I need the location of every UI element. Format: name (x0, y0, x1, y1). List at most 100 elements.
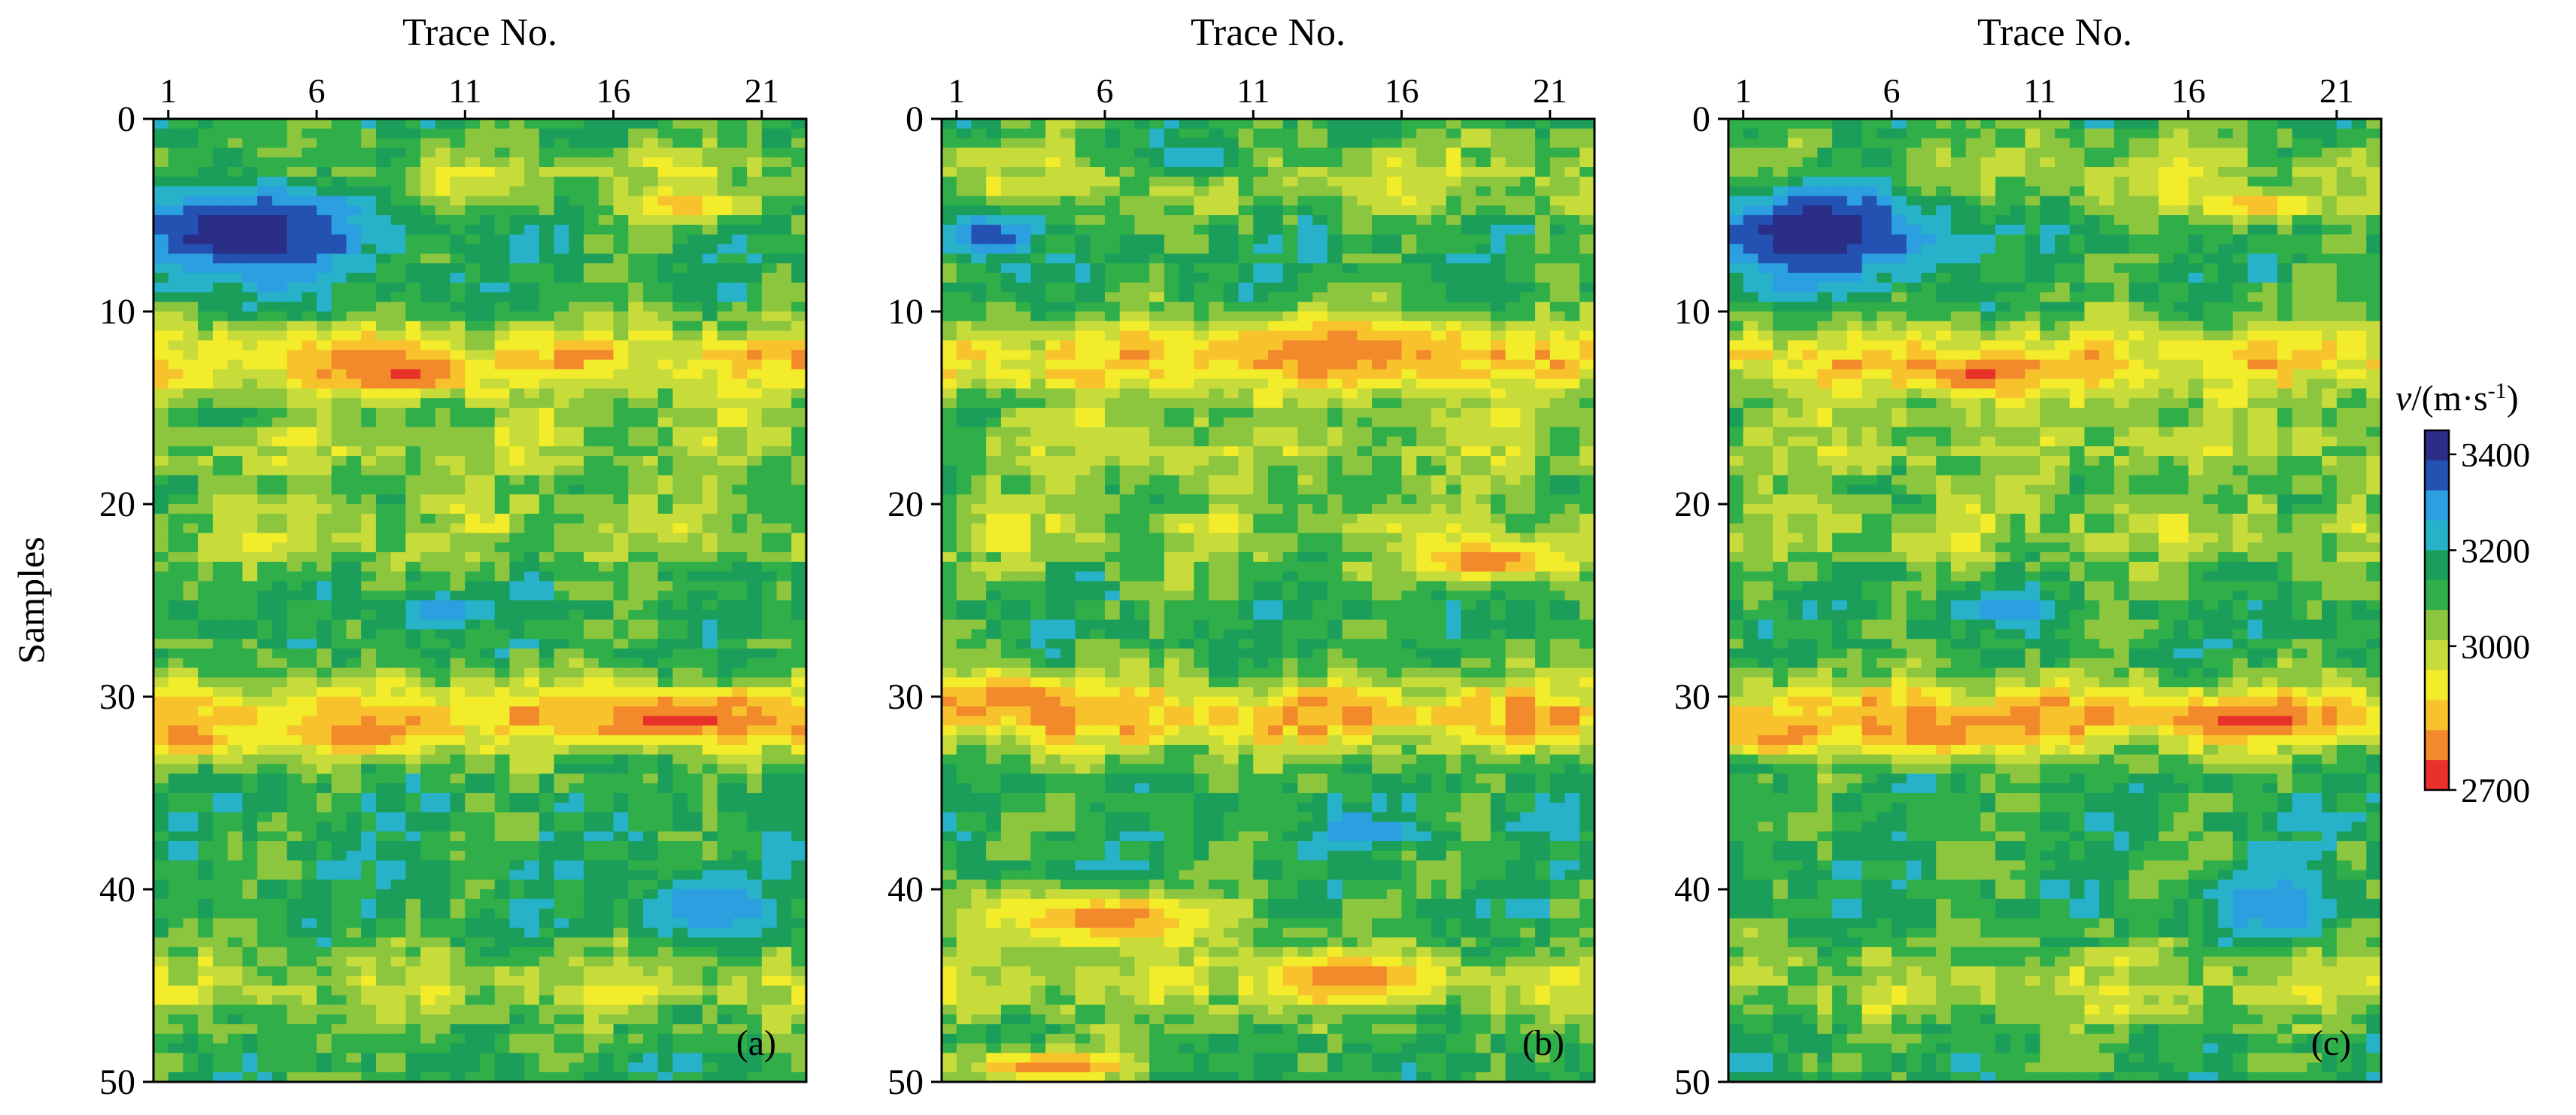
heatmap-cell (717, 485, 733, 495)
heatmap-cell (420, 282, 436, 293)
heatmap-cell (272, 1062, 288, 1073)
heatmap-cell (971, 715, 987, 726)
heatmap-cell (628, 147, 644, 158)
heatmap-cell (168, 735, 184, 746)
heatmap-cell (302, 523, 317, 533)
heatmap-cell (643, 427, 659, 437)
heatmap-cell (242, 224, 258, 235)
heatmap-cell (1015, 128, 1031, 139)
heatmap-cell (509, 456, 525, 466)
heatmap-cell (450, 581, 466, 591)
heatmap-cell (717, 282, 733, 293)
heatmap-cell (272, 802, 288, 813)
heatmap-cell (717, 311, 733, 322)
heatmap-cell (420, 831, 436, 842)
heatmap-cell (687, 1043, 703, 1054)
heatmap-cell (687, 340, 703, 351)
heatmap-cell (986, 350, 1002, 360)
heatmap-cell (317, 234, 332, 245)
heatmap-cell (435, 176, 451, 187)
heatmap-cell (584, 591, 599, 601)
heatmap-cell (346, 870, 362, 880)
heatmap-cell (390, 378, 406, 389)
heatmap-cell (302, 889, 317, 900)
heatmap-cell (986, 1004, 1002, 1015)
heatmap-cell (554, 976, 569, 986)
heatmap-cell (317, 946, 332, 958)
heatmap-cell (628, 369, 644, 380)
heatmap-cell (702, 745, 718, 755)
heatmap-cell (702, 629, 718, 640)
heatmap-cell (702, 715, 718, 726)
heatmap-cell (317, 956, 332, 967)
heatmap-cell (227, 128, 243, 139)
heatmap-cell (317, 417, 332, 428)
heatmap-cell (375, 908, 392, 919)
heatmap-cell (598, 485, 614, 495)
heatmap-cell (331, 658, 347, 669)
heatmap-cell (509, 1014, 525, 1025)
heatmap-cell (956, 446, 972, 457)
heatmap-cell (672, 1034, 688, 1044)
heatmap-cell (242, 735, 258, 746)
heatmap-cell (153, 215, 169, 226)
heatmap-cell (168, 119, 184, 129)
heatmap-cell (702, 552, 718, 563)
heatmap-cell (212, 773, 229, 784)
heatmap-cell (302, 880, 317, 890)
heatmap-cell (986, 783, 1002, 794)
heatmap-cell (287, 639, 302, 649)
heatmap-cell (302, 456, 317, 466)
heatmap-cell (257, 186, 273, 196)
heatmap-cell (747, 224, 763, 235)
heatmap-cell (435, 186, 451, 196)
heatmap-cell (956, 504, 972, 515)
heatmap-cell (613, 889, 629, 900)
heatmap-cell (986, 552, 1002, 563)
heatmap-cell (287, 822, 302, 832)
heatmap-cell (420, 591, 436, 601)
heatmap-cell (183, 898, 199, 910)
heatmap-cell (198, 619, 214, 630)
heatmap-cell (1000, 321, 1017, 332)
heatmap-cell (569, 880, 584, 890)
heatmap-cell (331, 272, 347, 284)
heatmap-cell (643, 658, 659, 669)
heatmap-cell (584, 928, 599, 938)
heatmap-cell (257, 360, 273, 370)
heatmap-cell (361, 138, 377, 148)
heatmap-cell (956, 946, 972, 958)
heatmap-cell (480, 494, 496, 505)
heatmap-cell (687, 591, 703, 601)
heatmap-cell (761, 321, 778, 332)
heatmap-cell (598, 263, 614, 274)
heatmap-cell (761, 128, 778, 139)
heatmap-cell (1015, 542, 1031, 553)
heatmap-cell (287, 350, 302, 360)
heatmap-cell (657, 1062, 674, 1073)
heatmap-cell (420, 880, 436, 890)
heatmap-cell (628, 186, 644, 196)
heatmap-cell (331, 157, 347, 168)
heatmap-cell (302, 533, 317, 543)
heatmap-cell (272, 475, 288, 485)
heatmap-cell (971, 860, 987, 870)
heatmap-cell (331, 561, 347, 573)
heatmap-cell (732, 735, 748, 746)
heatmap-cell (420, 427, 436, 437)
heatmap-cell (317, 677, 332, 688)
heatmap-cell (628, 822, 644, 832)
heatmap-cell (761, 504, 778, 515)
heatmap-cell (1000, 1004, 1017, 1015)
heatmap-cell (672, 513, 688, 524)
heatmap-cell (672, 831, 688, 842)
heatmap-cell (183, 167, 199, 178)
heatmap-cell (257, 1014, 273, 1025)
heatmap-cell (361, 224, 377, 235)
heatmap-cell (302, 754, 317, 765)
heatmap-cell (420, 609, 436, 621)
heatmap-cell (257, 619, 273, 630)
heatmap-cell (956, 224, 972, 235)
heatmap-cell (1015, 292, 1031, 302)
